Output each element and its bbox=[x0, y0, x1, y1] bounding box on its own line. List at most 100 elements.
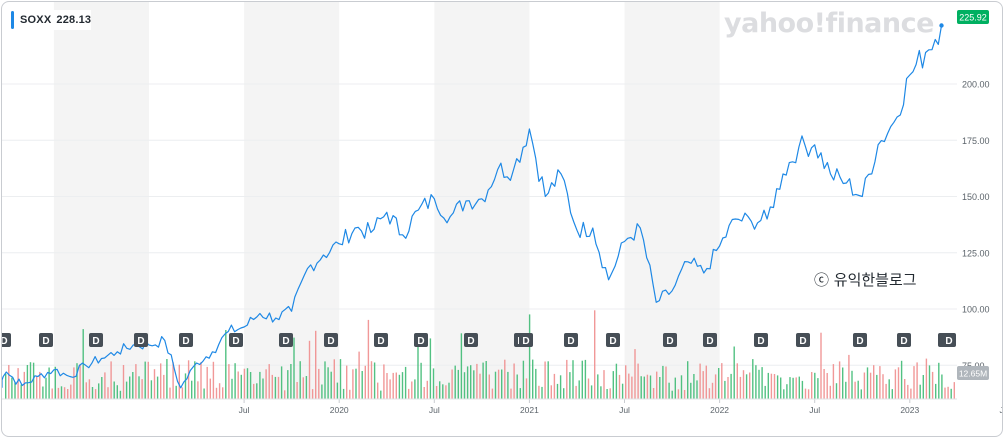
volume-bar-up bbox=[290, 364, 292, 399]
dividend-marker-label: D bbox=[137, 336, 144, 347]
volume-bar-up bbox=[693, 374, 695, 399]
dividend-marker bbox=[229, 333, 243, 347]
volume-bar-up bbox=[671, 390, 673, 399]
ticker-label[interactable]: SOXX 228.13 bbox=[11, 10, 92, 30]
volume-bar-up bbox=[48, 367, 50, 399]
dividend-marker-label: D bbox=[706, 336, 713, 347]
volume-bar-down bbox=[206, 366, 208, 399]
volume-bar-up bbox=[876, 374, 878, 399]
volume-bar-down bbox=[677, 389, 680, 399]
volume-bar-up bbox=[256, 383, 258, 399]
volume-bar-down bbox=[268, 364, 270, 399]
volume-bar-up bbox=[466, 366, 469, 399]
volume-bar-down bbox=[637, 363, 639, 399]
volume-bar-down bbox=[265, 369, 267, 399]
volume-bar-up bbox=[225, 330, 227, 399]
volume-bar-down bbox=[510, 388, 512, 399]
dividend-marker-label: D bbox=[182, 336, 189, 347]
dividend-marker-label: D bbox=[757, 336, 764, 347]
volume-bar-up bbox=[584, 359, 587, 399]
volume-bar-up bbox=[752, 359, 754, 399]
volume-bar-down bbox=[383, 364, 385, 399]
volume-bar-up bbox=[234, 363, 236, 399]
volume-bar-up bbox=[900, 360, 903, 399]
dividend-marker bbox=[853, 333, 867, 347]
volume-bar-down bbox=[215, 387, 218, 399]
volume-bar-up bbox=[755, 365, 757, 399]
volume-bar-down bbox=[284, 390, 286, 399]
volume-bar-down bbox=[8, 365, 10, 399]
volume-bar-down bbox=[885, 383, 887, 399]
volume-bar-down bbox=[665, 366, 667, 399]
volume-bar-down bbox=[318, 368, 320, 399]
volume-bar-down bbox=[367, 319, 370, 399]
volume-bar-down bbox=[625, 365, 627, 399]
volume-bar-down bbox=[550, 385, 552, 399]
volume-bar-up bbox=[767, 372, 769, 399]
volume-bar-down bbox=[944, 387, 946, 399]
volume-bar-up bbox=[119, 390, 122, 399]
volume-bar-down bbox=[634, 349, 636, 399]
volume-bar-up bbox=[355, 368, 357, 399]
volume-bar-down bbox=[395, 372, 397, 399]
volume-bar-up bbox=[696, 380, 698, 399]
volume-bar-down bbox=[714, 374, 717, 399]
volume-bar-down bbox=[296, 382, 298, 399]
volume-bar-up bbox=[150, 380, 153, 399]
blog-watermark: ⓒ 유익한블로그 bbox=[814, 271, 917, 289]
volume-bar-up bbox=[851, 370, 853, 399]
volume-bar-down bbox=[57, 387, 60, 399]
volume-bar-down bbox=[879, 366, 881, 399]
volume-bar-up bbox=[758, 369, 760, 399]
dividend-marker-label: D bbox=[377, 336, 384, 347]
volume-bar-up bbox=[240, 374, 242, 399]
volume-bar-down bbox=[110, 361, 112, 399]
dividend-marker-label: D bbox=[609, 336, 616, 347]
dividend-marker bbox=[324, 333, 338, 347]
volume-bar-up bbox=[835, 383, 838, 399]
volume-bar-down bbox=[823, 369, 825, 399]
volume-bar-down bbox=[947, 386, 949, 399]
volume-bar-up bbox=[615, 363, 618, 399]
dividend-marker-label: D bbox=[945, 336, 952, 347]
volume-bar-down bbox=[854, 381, 856, 399]
volume-bar-up bbox=[299, 361, 301, 399]
volume-bar-down bbox=[408, 388, 410, 399]
dividend-marker-label: D bbox=[417, 336, 424, 347]
volume-bar-up bbox=[590, 385, 593, 399]
volume-bar-up bbox=[380, 390, 382, 399]
volume-bar-up bbox=[246, 368, 249, 399]
volume-bar-up bbox=[662, 365, 664, 399]
volume-bar-down bbox=[711, 382, 714, 399]
volume-bar-up bbox=[522, 360, 525, 399]
last-price-tag-label: 225.92 bbox=[959, 13, 987, 23]
dividend-marker-label: D bbox=[467, 336, 474, 347]
volume-bar-up bbox=[191, 380, 193, 399]
volume-bar-up bbox=[507, 371, 509, 399]
volume-bar-up bbox=[801, 380, 804, 399]
volume-bar-up bbox=[454, 365, 456, 399]
volume-bar-up bbox=[516, 374, 518, 399]
y-tick-label: 100.00 bbox=[962, 305, 990, 315]
volume-bar-up bbox=[398, 374, 401, 399]
volume-bar-up bbox=[420, 362, 422, 399]
volume-bar-down bbox=[807, 389, 810, 399]
volume-bar-down bbox=[603, 370, 605, 399]
last-price-tag bbox=[957, 10, 989, 24]
volume-bar-up bbox=[798, 376, 800, 399]
dividend-marker bbox=[942, 333, 956, 347]
volume-bar-up bbox=[643, 376, 645, 399]
volume-bar-up bbox=[776, 375, 779, 399]
volume-bar-up bbox=[336, 382, 339, 399]
volume-bar-up bbox=[439, 381, 441, 399]
dividend-marker-label: D bbox=[42, 336, 49, 347]
volume-bar-up bbox=[473, 370, 475, 399]
volume-bar-down bbox=[70, 384, 72, 399]
volume-bar-down bbox=[311, 389, 314, 399]
volume-bar-down bbox=[17, 368, 19, 399]
volume-bar-up bbox=[231, 378, 233, 399]
volume-bar-up bbox=[470, 365, 472, 399]
volume-bar-up bbox=[532, 359, 534, 399]
volume-bar-up bbox=[659, 377, 661, 399]
